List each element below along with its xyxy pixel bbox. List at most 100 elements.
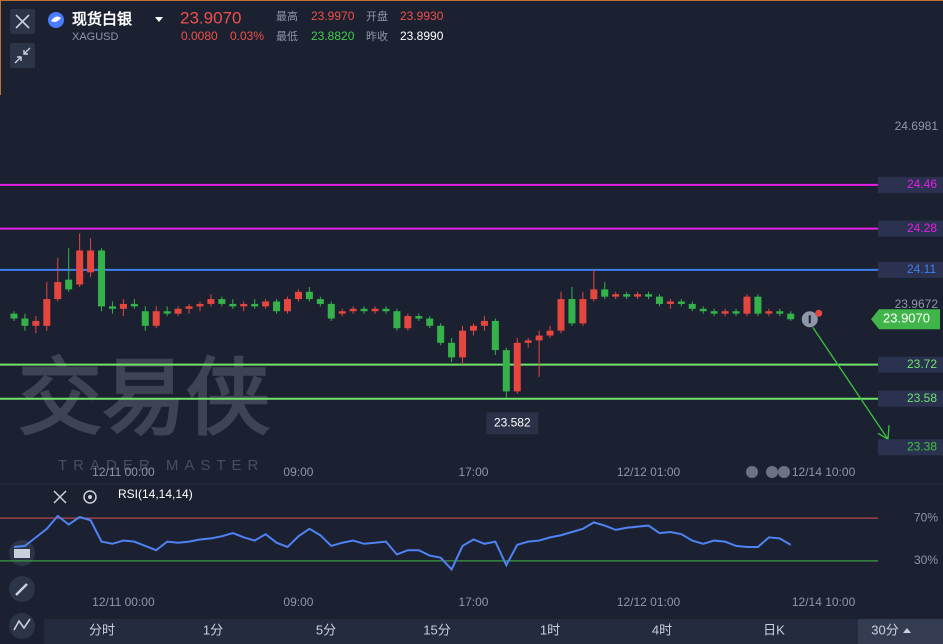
tool-icon: [14, 549, 30, 558]
level-label: 24.46: [907, 177, 937, 191]
candle-body: [108, 306, 116, 309]
candle-body: [480, 320, 488, 326]
level-label: 23.58: [907, 391, 937, 405]
candle-body: [152, 311, 160, 326]
stat-value: 23.8990: [400, 29, 444, 43]
candle-body: [787, 313, 795, 320]
candle-body: [360, 308, 368, 312]
stat-label: 最低: [276, 30, 298, 43]
candle-body: [524, 340, 532, 343]
candle-body: [32, 320, 40, 326]
candle-body: [634, 294, 642, 297]
candle-body: [765, 311, 773, 314]
candle-body: [141, 311, 149, 326]
candle-body: [316, 299, 324, 304]
candle-body: [229, 303, 237, 307]
candle-body: [43, 299, 51, 326]
candle-body: [130, 303, 138, 307]
tool-button[interactable]: [9, 576, 35, 602]
candle-body: [459, 330, 467, 358]
candle-body: [305, 291, 313, 300]
logo-mark: [51, 16, 61, 22]
candle-body: [371, 308, 379, 312]
candle-body: [294, 291, 302, 300]
candle-body: [535, 335, 543, 341]
candle-body: [338, 311, 346, 314]
chart-button[interactable]: [746, 466, 758, 478]
candle-body: [415, 316, 423, 319]
alert-dot: [815, 309, 823, 317]
candle-body: [776, 311, 784, 314]
candle-body: [655, 296, 663, 304]
candle-body: [327, 303, 335, 319]
candle-body: [240, 303, 248, 307]
x-tick-label: 12/12 01:00: [617, 595, 681, 609]
period-arrow[interactable]: [903, 628, 911, 633]
candle-body: [710, 311, 718, 314]
target-arrow: [812, 326, 889, 440]
period-button[interactable]: 4时: [652, 622, 672, 637]
price-tag: [871, 309, 940, 330]
candle-body: [393, 311, 401, 329]
candle-body: [10, 313, 18, 319]
toolbar-bg: [44, 619, 943, 644]
y-tick-label: 70%: [914, 510, 938, 524]
candle-body: [262, 301, 270, 307]
period-button[interactable]: 30分: [871, 622, 898, 637]
chart-layer: 24.6981 23.9672 24.46 24.28 24.11 23.72 23.58 1…: [0, 119, 943, 637]
change-percent: 0.03%: [230, 29, 264, 43]
tool-button[interactable]: [9, 540, 35, 566]
candle-body: [404, 316, 412, 329]
candle-body: [743, 296, 751, 314]
chart-button[interactable]: [766, 466, 778, 478]
candle-body: [666, 301, 674, 304]
candle-body: [699, 308, 707, 312]
period-button[interactable]: 1分: [203, 622, 223, 637]
last-price: 23.9070: [180, 8, 241, 27]
period-button[interactable]: 日K: [763, 622, 785, 637]
period-button[interactable]: 5分: [316, 622, 336, 637]
candle-body: [721, 311, 729, 314]
chart-button[interactable]: [778, 466, 790, 478]
candle-body: [65, 279, 73, 290]
candle-body: [469, 325, 477, 331]
period-button[interactable]: 1时: [540, 622, 560, 637]
candle-body: [437, 325, 445, 343]
candle-body: [612, 294, 620, 297]
rsi-close-icon[interactable]: [53, 490, 67, 504]
low-label: 23.582: [494, 415, 531, 429]
tool-icon: [15, 583, 28, 596]
rsi-title: RSI(14,14,14): [118, 487, 193, 501]
level-label: 23.72: [907, 357, 937, 371]
button-bg: [10, 43, 35, 68]
stat-label: 最高: [276, 9, 298, 23]
period-button[interactable]: 15分: [423, 622, 450, 637]
candle-body: [349, 308, 357, 312]
candle-body: [688, 303, 696, 309]
dropdown-icon[interactable]: [155, 17, 163, 22]
candle-body: [54, 282, 62, 300]
x-tick-label: 12/11 00:00: [92, 595, 155, 609]
tool-button[interactable]: [9, 613, 35, 639]
low-label-bg: [486, 412, 539, 435]
close-button[interactable]: [10, 9, 35, 34]
candle-body: [601, 289, 609, 297]
x-tick-label: 09:00: [283, 595, 313, 609]
candle-body: [21, 318, 29, 326]
stat-label: 开盘: [366, 9, 388, 23]
candle-body: [590, 289, 598, 300]
rsi-settings-icon[interactable]: [83, 490, 97, 504]
y-tick-label: 24.6981: [895, 119, 939, 133]
candle-body: [185, 306, 193, 309]
candle-body: [579, 299, 587, 324]
x-tick-label: 12/11 00:00: [92, 465, 155, 479]
rsi-settings-dot: [88, 495, 92, 499]
change: 0.0080: [181, 29, 218, 43]
candle-body: [546, 330, 554, 336]
period-button[interactable]: 分时: [89, 622, 115, 637]
target-label: 23.38: [907, 439, 937, 453]
close-icon: [15, 14, 30, 29]
shrink-button[interactable]: [10, 43, 35, 68]
candle-body: [513, 342, 521, 392]
